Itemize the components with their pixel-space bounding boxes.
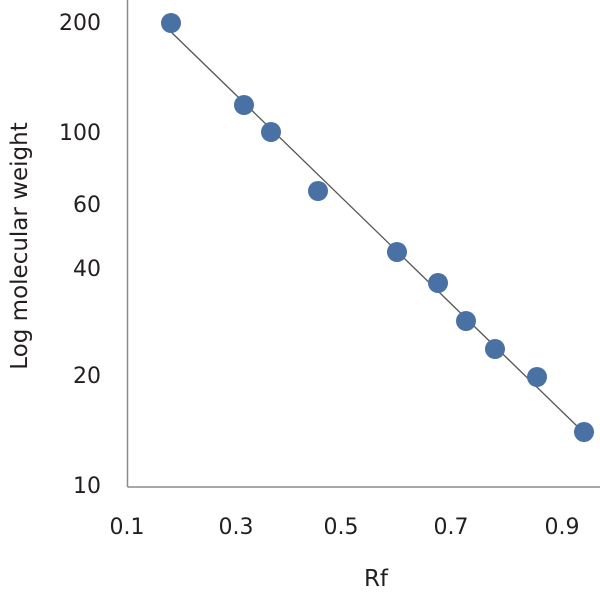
x-tick-label: 0.9 bbox=[545, 515, 580, 540]
x-tick-label: 0.1 bbox=[110, 515, 145, 540]
y-tick-label: 60 bbox=[73, 193, 101, 218]
x-axis-title: Rf bbox=[364, 566, 389, 592]
y-tick-label: 10 bbox=[73, 474, 101, 499]
y-tick-label: 100 bbox=[59, 121, 101, 146]
axes bbox=[126, 0, 600, 488]
data-point bbox=[387, 242, 407, 262]
trendline bbox=[167, 28, 580, 429]
data-point bbox=[527, 367, 547, 387]
x-tick-label: 0.3 bbox=[219, 515, 254, 540]
data-point bbox=[428, 273, 448, 293]
data-point bbox=[456, 311, 476, 331]
y-tick-label: 40 bbox=[73, 257, 101, 282]
data-point bbox=[161, 13, 181, 33]
data-point bbox=[485, 339, 505, 359]
data-point bbox=[234, 95, 254, 115]
data-points bbox=[161, 13, 594, 442]
x-tick-label: 0.7 bbox=[434, 515, 469, 540]
x-tick-label: 0.5 bbox=[324, 515, 359, 540]
y-tick-label: 200 bbox=[59, 11, 101, 36]
y-tick-label: 20 bbox=[73, 364, 101, 389]
y-tick-labels: 200 100 60 40 20 10 bbox=[59, 11, 101, 499]
x-tick-labels: 0.1 0.3 0.5 0.7 0.9 bbox=[110, 515, 580, 540]
data-point bbox=[574, 422, 594, 442]
data-point bbox=[261, 122, 281, 142]
data-point bbox=[308, 181, 328, 201]
y-axis-title: Log molecular weight bbox=[7, 122, 33, 369]
